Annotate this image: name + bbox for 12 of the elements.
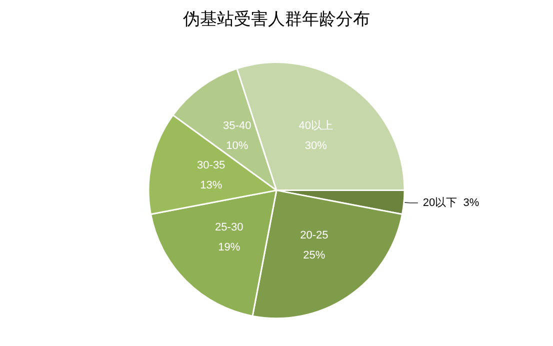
data-label: 13% <box>200 180 222 192</box>
slice-label: 25-30 <box>215 222 244 234</box>
slice-label: 20-25 <box>300 230 328 242</box>
slice-label: 20以下 3% <box>422 196 480 209</box>
slice-label: 30-35 <box>197 160 226 172</box>
data-label: 25% <box>303 250 326 262</box>
data-label: 10% <box>226 140 248 152</box>
chart-title: 伪基站受害人群年龄分布 <box>183 10 370 30</box>
slice-label: 40以上 <box>298 119 334 132</box>
slice-label: 35-40 <box>223 120 252 132</box>
data-label: 30% <box>304 140 328 152</box>
data-label: 19% <box>218 242 240 254</box>
